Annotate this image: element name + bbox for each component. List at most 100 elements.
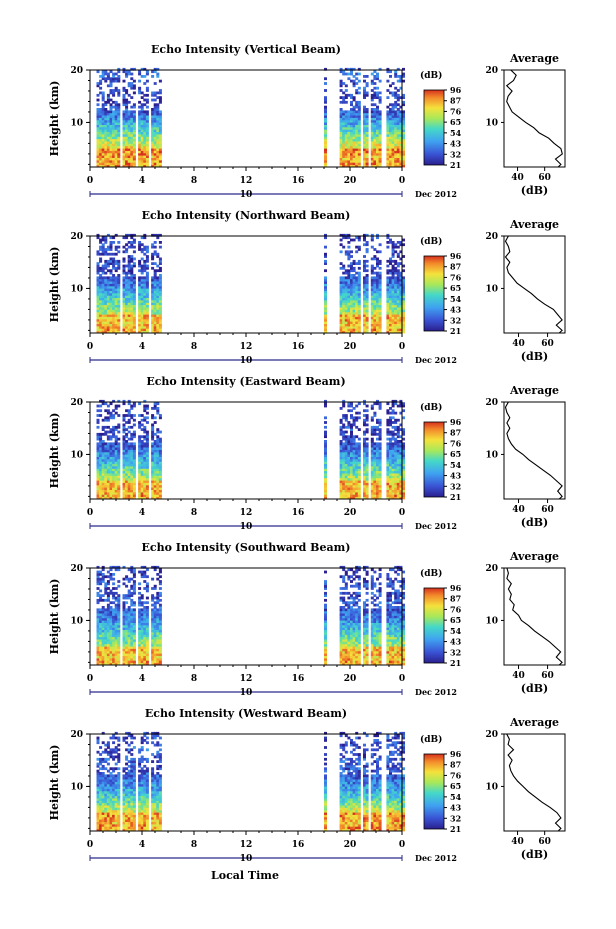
heatmap-cell: [96, 269, 100, 273]
heatmap-cell: [396, 307, 400, 310]
heatmap-cell: [145, 245, 149, 249]
heatmap-cell: [151, 143, 155, 147]
heatmap-cell: [140, 323, 144, 327]
heatmap-cell: [112, 129, 116, 132]
heatmap-cell: [158, 257, 162, 261]
heatmap-cell: [347, 454, 351, 457]
heatmap-cell: [104, 449, 108, 453]
heatmap-cell: [156, 475, 160, 479]
heatmap-cell: [355, 288, 359, 291]
heatmap-cell: [386, 131, 390, 135]
heatmap-cell: [402, 330, 405, 334]
heatmap-cell: [396, 444, 400, 448]
heatmap-cell: [96, 302, 100, 306]
heatmap-cell: [156, 72, 160, 76]
heatmap-cell: [109, 449, 113, 453]
heatmap-cell: [389, 257, 392, 261]
heatmap-cell: [342, 281, 346, 284]
heatmap-cell: [350, 70, 353, 74]
heatmap-cell: [399, 444, 403, 448]
heatmap-cell: [132, 257, 136, 261]
avg-y-tick-label: 10: [485, 450, 498, 460]
heatmap-cell: [106, 606, 110, 609]
heatmap-cell: [389, 159, 392, 163]
heatmap-cell: [106, 411, 110, 415]
heatmap-cell: [370, 82, 374, 85]
heatmap-cell: [363, 399, 366, 403]
heatmap-cell: [130, 285, 134, 289]
heatmap-cell: [402, 311, 405, 315]
heatmap-cell: [99, 126, 103, 130]
heatmap-cell: [130, 110, 134, 114]
heatmap-cell: [378, 494, 382, 498]
heatmap-cell: [106, 285, 110, 289]
heatmap-cell: [125, 449, 129, 453]
heatmap-cell: [117, 159, 121, 163]
heatmap-cell: [109, 119, 113, 123]
heatmap-cell: [389, 454, 392, 457]
heatmap-cell: [153, 110, 157, 114]
heatmap-cell: [122, 100, 126, 104]
heatmap-cell: [153, 407, 157, 410]
heatmap-cell: [402, 115, 405, 118]
heatmap-cell: [391, 437, 395, 441]
heatmap-cell: [125, 620, 129, 623]
heatmap-cell: [122, 307, 126, 310]
heatmap-cell: [99, 573, 103, 576]
heatmap-cell: [106, 159, 110, 163]
heatmap-cell: [342, 463, 346, 467]
heatmap-cell: [151, 466, 155, 469]
heatmap-cell: [156, 91, 160, 95]
heatmap-cell: [117, 624, 121, 628]
heatmap-cell: [109, 122, 113, 125]
heatmap-cell: [101, 565, 105, 569]
heatmap-cell: [101, 143, 105, 147]
heatmap-cell: [101, 70, 105, 74]
heatmap-cell: [363, 292, 366, 296]
heatmap-cell: [344, 157, 348, 161]
heatmap-cell: [153, 496, 157, 500]
heatmap-cell: [373, 131, 377, 135]
heatmap-cell: [370, 238, 374, 242]
heatmap-cell: [347, 487, 351, 490]
heatmap-cell: [370, 494, 374, 498]
heatmap-cell: [109, 617, 113, 621]
heatmap-cell: [101, 442, 105, 446]
heatmap-cell: [352, 440, 356, 443]
heatmap-cell: [140, 115, 144, 118]
heatmap-cell: [117, 105, 121, 109]
heatmap-cell: [145, 461, 149, 464]
heatmap-cell: [96, 432, 100, 436]
heatmap-cell: [130, 134, 134, 137]
heatmap-cell: [391, 442, 395, 446]
heatmap-cell: [117, 487, 121, 490]
heatmap-cell: [357, 321, 361, 324]
heatmap-cell: [127, 314, 131, 317]
heatmap-cell: [350, 440, 353, 443]
heatmap-cell: [151, 255, 155, 258]
heatmap-cell: [324, 290, 327, 294]
average-profile-line: [504, 235, 563, 334]
heatmap-cell: [365, 122, 369, 125]
heatmap-cell: [96, 285, 100, 289]
heatmap-cell: [347, 138, 351, 142]
heatmap-cell: [127, 418, 131, 422]
heatmap-cell: [373, 82, 377, 85]
heatmap-cell: [339, 311, 343, 315]
heatmap-cell: [104, 236, 108, 240]
heatmap-cell: [363, 470, 366, 474]
heatmap-cell: [357, 297, 361, 301]
heatmap-cell: [376, 480, 379, 483]
heatmap-cell: [138, 494, 142, 498]
heatmap-cell: [324, 330, 327, 334]
heatmap-cell: [342, 432, 346, 436]
heatmap-cell: [138, 447, 142, 450]
heatmap-cell: [391, 402, 395, 406]
heatmap-cell: [378, 300, 382, 303]
heatmap-cell: [151, 487, 155, 490]
heatmap-cell: [125, 302, 129, 306]
heatmap-cell: [339, 143, 343, 147]
heatmap-cell: [109, 285, 113, 289]
heatmap-cell: [117, 475, 121, 479]
heatmap-cell: [153, 283, 157, 287]
